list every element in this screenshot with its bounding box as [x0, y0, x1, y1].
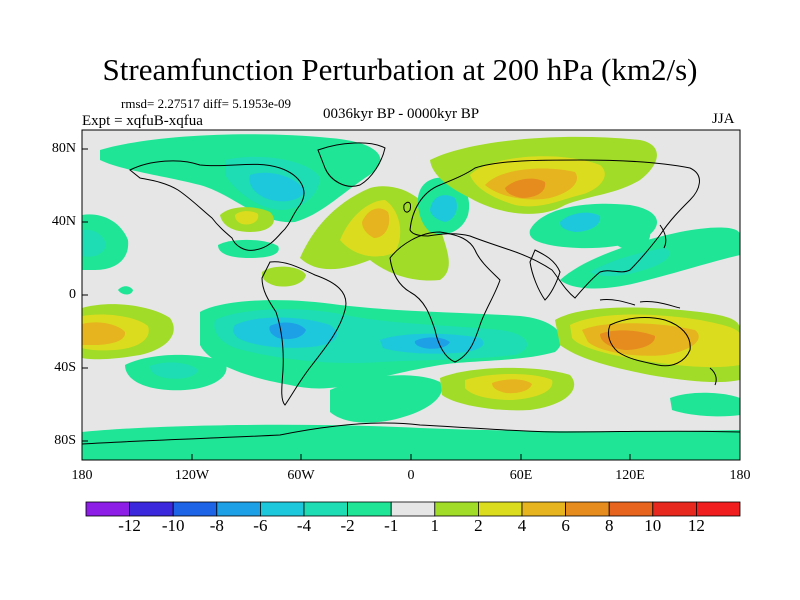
coast-africa	[389, 231, 501, 363]
anomaly-siberia-center	[505, 178, 546, 198]
colorbar-label: 1	[430, 516, 440, 535]
colorbar-label: -10	[161, 516, 185, 535]
colorbar-label: 8	[604, 516, 614, 535]
colorbar-swatch	[565, 501, 610, 517]
coast-south-america	[261, 261, 347, 406]
colorbar-swatch	[434, 501, 479, 517]
colorbar-swatch	[216, 501, 261, 517]
coast-eurasia	[409, 159, 700, 299]
anomaly-europe-core	[430, 195, 457, 222]
anomaly-canada-core	[249, 172, 305, 202]
anomaly-tropical-negative	[118, 286, 133, 295]
colorbar-label: -1	[384, 516, 399, 535]
colorbar-swatch	[390, 501, 436, 517]
lat-label-40s: 40S	[54, 360, 76, 375]
anomaly-south-america-center	[269, 322, 306, 340]
colorbar-swatch	[608, 501, 654, 517]
anomaly-southern-ocean-center	[492, 379, 532, 394]
coast-australia	[607, 317, 691, 367]
anomaly-south-pacific-pos-core	[82, 322, 126, 345]
colorbar-swatch	[521, 501, 566, 517]
colorbar-label: 6	[561, 516, 570, 535]
colorbar-swatch	[477, 501, 523, 517]
colorbar-swatch	[303, 501, 348, 517]
map-title: Streamfunction Perturbation at 200 hPa (…	[102, 52, 698, 87]
colorbar-label: 10	[644, 516, 662, 535]
colorbar-label: -2	[340, 516, 355, 535]
anomaly-south-indian-negative	[670, 392, 740, 417]
period-label: 0036kyr BP - 0000kyr BP	[323, 106, 480, 122]
anomaly-caribbean-positive	[261, 266, 306, 287]
colorbar-swatch	[172, 501, 218, 517]
anomaly-south-atlantic-center	[414, 337, 450, 349]
lat-label-0: 0	[69, 287, 76, 302]
lon-label-180e: 180	[729, 468, 751, 483]
colorbar-label: -12	[118, 516, 141, 535]
anomaly-southern-tail-negative	[330, 375, 442, 423]
anomaly-caribbean-negative	[218, 239, 279, 258]
colorbar-label: 4	[517, 516, 527, 535]
coast-indonesia	[599, 299, 681, 309]
colorbar-label: -4	[296, 516, 312, 535]
stats-label: rmsd= 2.27517 diff= 5.1953e-09	[121, 96, 292, 111]
anomaly-antarctic-negative	[82, 424, 740, 460]
experiment-label: Expt = xqfuB-xqfua	[82, 113, 203, 129]
anomaly-south-pacific-core	[150, 362, 198, 379]
lat-label-40n: 40N	[51, 214, 76, 229]
colorbar-label: 12	[687, 516, 705, 535]
lon-label-60e: 60E	[509, 468, 533, 483]
anomaly-east-pacific-core	[82, 229, 106, 257]
colorbar-label: 2	[474, 516, 483, 535]
lon-label-120e: 120E	[615, 468, 645, 483]
colorbar-swatch	[85, 501, 130, 517]
anomaly-gulf-core	[235, 211, 259, 225]
colorbar-label: -6	[253, 516, 268, 535]
coast-japan	[659, 224, 667, 249]
colorbar-swatch	[696, 501, 741, 517]
coast-uk	[403, 201, 411, 213]
colorbar-swatch	[129, 501, 174, 517]
coast-india	[529, 249, 561, 301]
coast-antarctica	[82, 422, 740, 445]
lat-label-80n: 80N	[51, 141, 76, 156]
lat-label-80s: 80S	[54, 433, 76, 448]
colorbar-swatch	[347, 501, 392, 517]
lon-label-120w: 120W	[174, 468, 210, 483]
anomaly-field	[82, 134, 740, 460]
coast-new-zealand	[709, 367, 717, 386]
axis-ticks	[81, 148, 741, 460]
coastlines	[82, 142, 740, 445]
anomaly-atlantic-center	[362, 208, 390, 238]
coast-north-america	[129, 160, 305, 251]
colorbar	[85, 501, 741, 517]
anomaly-australia-center	[600, 330, 656, 350]
lon-label-0: 0	[407, 468, 415, 483]
anomaly-pacific-core	[590, 248, 670, 277]
coast-greenland	[317, 142, 386, 187]
anomaly-west-pacific-negative	[615, 228, 651, 250]
lon-label-180w: 180	[71, 468, 93, 483]
season-label: JJA	[712, 111, 735, 127]
anomaly-central-asia-core	[560, 212, 601, 232]
colorbar-swatch	[259, 501, 305, 517]
colorbar-label: -8	[209, 516, 224, 535]
colorbar-swatch	[652, 501, 697, 517]
lon-label-60w: 60W	[287, 468, 315, 483]
